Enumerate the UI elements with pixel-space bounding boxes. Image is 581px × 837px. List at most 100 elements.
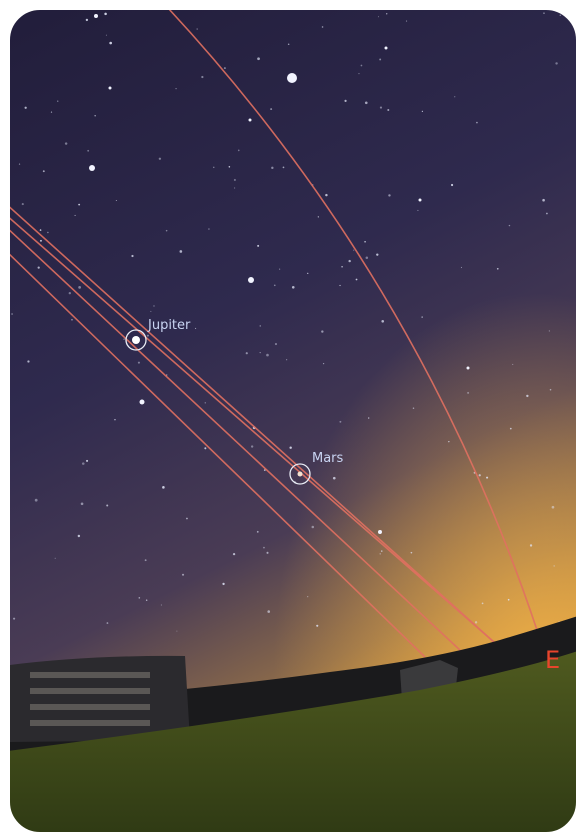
star	[368, 417, 369, 418]
star	[266, 354, 269, 357]
star	[510, 428, 512, 430]
jupiter[interactable]	[132, 336, 140, 344]
star	[509, 225, 510, 226]
star	[139, 597, 141, 599]
star	[78, 204, 80, 206]
star	[542, 199, 545, 202]
star	[526, 395, 528, 397]
star	[131, 255, 133, 257]
jupiter-label: Jupiter	[147, 318, 191, 333]
star	[87, 150, 89, 152]
star	[82, 462, 85, 465]
star	[376, 254, 378, 256]
star	[266, 552, 268, 554]
star	[339, 285, 340, 286]
star	[555, 62, 557, 64]
star	[411, 552, 413, 554]
star	[406, 20, 407, 21]
star	[553, 565, 554, 566]
star	[286, 359, 287, 360]
star	[69, 292, 71, 294]
star	[341, 266, 343, 268]
star	[222, 583, 224, 585]
star	[550, 389, 552, 391]
star	[147, 335, 149, 337]
star	[40, 229, 42, 231]
star	[204, 447, 206, 449]
star	[208, 228, 209, 229]
star	[339, 421, 341, 423]
star	[246, 352, 248, 354]
star	[238, 150, 240, 152]
star	[86, 460, 88, 462]
star	[233, 553, 235, 555]
star	[166, 230, 168, 232]
star	[140, 400, 145, 405]
star	[546, 213, 548, 215]
star	[283, 167, 285, 169]
star	[145, 559, 147, 561]
star	[321, 330, 323, 332]
star	[388, 194, 390, 196]
star	[333, 477, 336, 480]
star	[22, 203, 24, 205]
star	[417, 210, 418, 211]
star	[57, 101, 58, 102]
star	[86, 19, 88, 21]
star	[234, 187, 235, 188]
star	[549, 330, 550, 331]
star	[25, 107, 27, 109]
star	[224, 67, 226, 69]
star	[448, 441, 449, 442]
star	[274, 284, 276, 286]
star	[109, 42, 112, 45]
star	[109, 87, 112, 90]
star	[205, 402, 206, 403]
star	[476, 122, 478, 124]
star	[257, 57, 260, 60]
star	[358, 73, 359, 74]
star	[175, 88, 176, 89]
star	[81, 502, 84, 505]
star	[323, 363, 324, 364]
star	[552, 506, 555, 509]
star	[387, 109, 389, 111]
star	[186, 518, 188, 520]
star	[322, 26, 324, 28]
star	[508, 599, 510, 601]
star	[482, 603, 484, 605]
star	[364, 241, 366, 243]
star	[38, 266, 40, 268]
star	[13, 618, 15, 620]
star	[270, 108, 272, 110]
star	[380, 553, 381, 554]
star	[11, 313, 13, 315]
star	[153, 305, 154, 306]
star	[260, 325, 261, 326]
star	[94, 115, 95, 116]
star	[271, 167, 273, 169]
star	[260, 352, 261, 353]
star	[116, 200, 117, 201]
star	[378, 16, 379, 17]
cardinal-east: E	[545, 646, 560, 674]
star	[267, 610, 270, 613]
mars[interactable]	[298, 472, 303, 477]
star	[263, 547, 265, 549]
star	[292, 286, 295, 289]
page: Jupiter Mars E (() => { const data = JSO…	[0, 0, 581, 837]
star	[78, 286, 81, 289]
star	[419, 199, 422, 202]
star	[51, 112, 52, 113]
star	[35, 499, 38, 502]
star	[467, 367, 470, 370]
star	[229, 166, 231, 168]
star	[318, 216, 319, 217]
star	[106, 35, 107, 36]
star	[176, 631, 177, 632]
star	[197, 29, 198, 30]
star	[287, 73, 297, 83]
star	[344, 100, 346, 102]
star	[249, 119, 252, 122]
star	[195, 328, 196, 329]
